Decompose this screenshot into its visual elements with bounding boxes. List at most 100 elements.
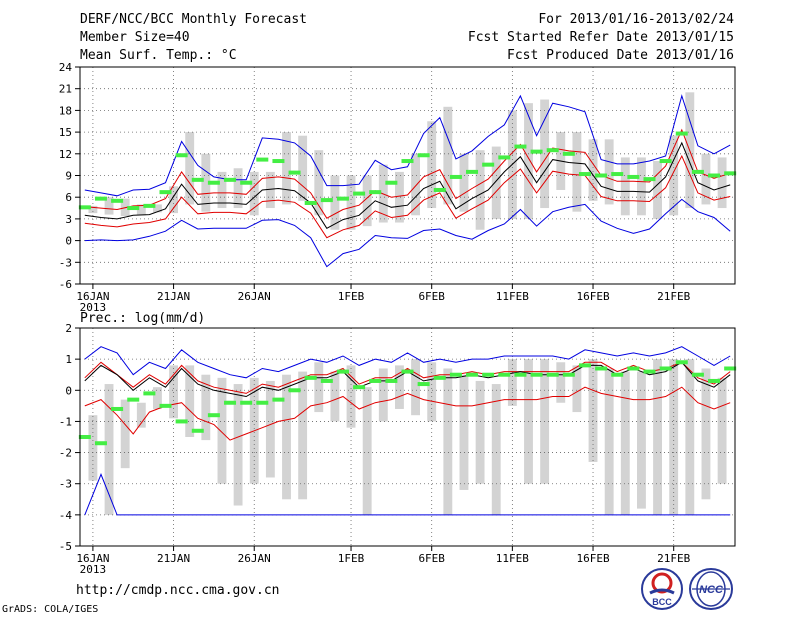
temp-observed-marker xyxy=(320,198,333,203)
temp-observed-marker xyxy=(272,159,285,164)
prec-observed-marker xyxy=(369,378,382,383)
prec-range-bar xyxy=(620,371,630,515)
prec-range-bar xyxy=(314,362,324,413)
prec-observed-marker xyxy=(724,366,737,371)
temp-observed-marker xyxy=(111,198,124,203)
prec-observed-marker xyxy=(417,382,430,387)
prec-observed-marker xyxy=(530,372,543,377)
temp-observed-marker xyxy=(611,172,624,177)
prec-upper-line xyxy=(84,361,731,394)
prec-range-bar xyxy=(120,399,130,469)
forecast-range-label: For 2013/01/16-2013/02/24 xyxy=(538,12,734,27)
prec-range-bar xyxy=(185,365,195,437)
temp-observed-marker xyxy=(659,159,672,164)
temp-xtick-year-label: 2013 xyxy=(80,301,107,314)
temp-range-bar xyxy=(588,139,598,201)
temp-range-bar xyxy=(475,150,485,230)
temp-xtick-label: 6FEB xyxy=(418,290,445,303)
prec-observed-marker xyxy=(159,403,172,408)
prec-observed-marker xyxy=(708,378,721,383)
temp-observed-marker xyxy=(78,205,91,210)
temp-xtick-label: 21JAN xyxy=(157,290,190,303)
temp-observed-marker xyxy=(385,180,398,185)
temp-max-line xyxy=(84,94,731,197)
prec-xtick-label: 16JAN xyxy=(76,552,109,565)
prec-ytick-label: 1 xyxy=(65,353,72,366)
temp-range-bar xyxy=(524,103,533,219)
temp-range-bar xyxy=(411,153,421,216)
prec-range-bar xyxy=(685,359,695,515)
prec-range-bar xyxy=(282,374,291,500)
temp-xtick-label: 11FEB xyxy=(496,290,529,303)
temp-observed-marker xyxy=(175,153,188,158)
temp-range-bar xyxy=(201,153,211,212)
prec-observed-marker xyxy=(643,369,656,374)
prec-observed-marker xyxy=(385,378,398,383)
prec-plot-frame xyxy=(79,327,736,547)
prec-observed-marker xyxy=(466,372,479,377)
temp-observed-marker xyxy=(466,169,479,174)
temp-observed-marker xyxy=(708,173,721,178)
temp-range-bar xyxy=(636,157,646,216)
temp-observed-marker xyxy=(595,173,608,178)
temp-range-bar xyxy=(653,161,662,219)
temp-range-bar xyxy=(217,171,227,209)
temp-observed-marker xyxy=(498,155,511,160)
temp-range-bar xyxy=(153,204,162,213)
temp-xtick-label: 16JAN xyxy=(76,290,109,303)
temp-observed-marker xyxy=(159,190,172,195)
temp-observed-marker xyxy=(143,203,156,208)
source-url: http://cmdp.ncc.cma.gov.cn xyxy=(76,583,280,598)
variable-label: Mean Surf. Temp.: °C xyxy=(80,48,237,63)
prec-observed-marker xyxy=(288,388,301,393)
prec-range-bar xyxy=(104,384,114,515)
prec-range-bar xyxy=(169,365,179,419)
temp-observed-marker xyxy=(288,170,301,175)
temp-observed-marker xyxy=(94,196,107,201)
prec-range-bar xyxy=(265,380,275,478)
temp-range-bar xyxy=(427,121,437,209)
temp-xtick-label: 1FEB xyxy=(338,290,365,303)
temp-range-bar xyxy=(620,157,630,216)
prec-observed-marker xyxy=(659,366,672,371)
temp-range-bar xyxy=(233,168,243,209)
prec-range-bar xyxy=(475,380,485,484)
prec-xtick-label: 6FEB xyxy=(418,552,445,565)
prec-ytick-label: 2 xyxy=(65,322,72,335)
prec-range-bar xyxy=(298,371,308,500)
temp-observed-marker xyxy=(240,180,253,185)
prec-observed-marker xyxy=(611,372,624,377)
temp-range-bar xyxy=(298,135,308,201)
temp-range-bar xyxy=(88,205,98,214)
prec-observed-marker xyxy=(433,375,446,380)
prec-xtick-label: 11FEB xyxy=(496,552,529,565)
prec-observed-marker xyxy=(514,372,527,377)
temp-xtick-label: 16FEB xyxy=(576,290,609,303)
prec-range-bar xyxy=(507,359,517,406)
temp-ytick-label: 21 xyxy=(59,83,72,96)
temp-upper-line xyxy=(84,128,731,219)
temp-range-bar xyxy=(394,171,404,223)
temp-range-bar xyxy=(136,204,146,216)
temp-range-bar xyxy=(330,175,340,230)
prec-xtick-label: 16FEB xyxy=(576,552,609,565)
temp-observed-marker xyxy=(369,190,382,195)
temp-observed-marker xyxy=(304,200,317,205)
temp-observed-marker xyxy=(530,149,543,154)
prec-xtick-label: 21JAN xyxy=(157,552,190,565)
prec-range-bar xyxy=(443,368,453,515)
temp-range-bar xyxy=(265,171,275,209)
temp-range-bar xyxy=(701,153,711,205)
prec-range-bar xyxy=(701,368,711,500)
prec-ytick-label: -5 xyxy=(59,540,72,553)
prec-observed-marker xyxy=(240,400,253,405)
prec-xtick-year-label: 2013 xyxy=(80,563,107,576)
prec-range-bar xyxy=(233,384,243,506)
temp-observed-marker xyxy=(224,177,237,182)
prec-range-bar xyxy=(88,415,98,481)
prec-range-bar xyxy=(378,368,388,422)
temp-ytick-label: -6 xyxy=(59,278,72,291)
temp-ytick-label: 15 xyxy=(59,126,72,139)
bcc-logo: BCC xyxy=(641,568,683,610)
